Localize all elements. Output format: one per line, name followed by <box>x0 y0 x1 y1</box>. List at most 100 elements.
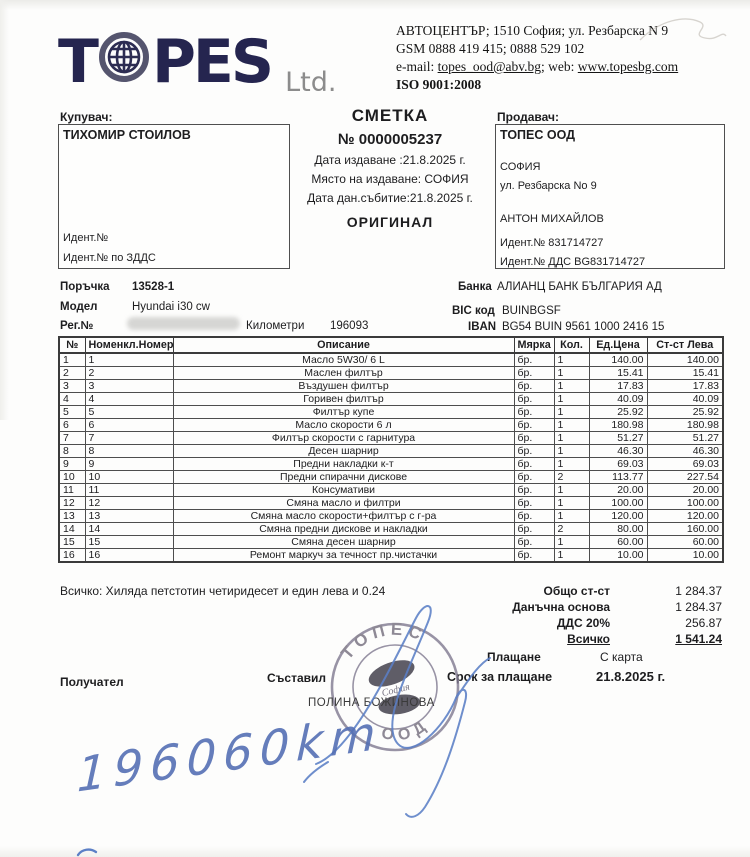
buyer-vat-label: Идент.№ по ЗДДС <box>63 252 156 264</box>
buyer-box: ТИХОМИР СТОИЛОВ Идент.№ Идент.№ по ЗДДС <box>58 124 290 269</box>
company-contact-block: АВТОЦЕНТЪР; 1510 София; ул. Резбарска N … <box>396 22 744 94</box>
cell-row-number: 14 <box>58 522 86 536</box>
odometer-label: Километри <box>246 320 305 332</box>
recipient-label: Получател <box>60 675 124 689</box>
cell-unit: бр. <box>513 548 555 563</box>
subtotal-label: Общо ст-ст <box>543 584 610 598</box>
document-title: СМЕТКА <box>351 106 429 125</box>
column-header: Кол. <box>553 336 590 354</box>
table-row: 11 11 Консумативи бр. 1 20.00 20.00 <box>58 483 724 497</box>
cell-line-total: 60.00 <box>646 535 724 549</box>
bic-value: BUINBGSF <box>502 305 561 317</box>
cell-line-total: 40.09 <box>646 392 724 406</box>
cell-nomenclature: 5 <box>84 405 174 419</box>
cell-line-total: 25.92 <box>646 405 724 419</box>
logo-letter-t: T <box>58 27 99 97</box>
items-body: 1 1 Масло 5W30/ 6 L бр. 1 140.00 140.00 … <box>58 352 724 563</box>
logo-wordmark: T PES <box>58 27 274 97</box>
cell-nomenclature: 7 <box>84 431 174 445</box>
cell-line-total: 160.00 <box>646 522 724 536</box>
contact-address-line: АВТОЦЕНТЪР; 1510 София; ул. Резбарска N … <box>396 23 669 38</box>
table-row: 16 16 Ремонт маркуч за течност пр.чистач… <box>58 548 724 563</box>
table-row: 3 3 Въздушен филтър бр. 1 17.83 17.83 <box>58 379 724 393</box>
cell-quantity: 1 <box>553 444 590 458</box>
cell-unit: бр. <box>513 509 555 523</box>
cell-description: Маслен филтър <box>172 366 515 380</box>
cell-unit-price: 40.09 <box>588 392 648 406</box>
items-header-row: № Номенкл.Номер Описание Мярка Кол. Ед.Цена Ст… <box>58 336 724 354</box>
cell-quantity: 1 <box>553 431 590 445</box>
cell-quantity: 1 <box>553 379 590 393</box>
cell-quantity: 2 <box>553 522 590 536</box>
cell-row-number: 10 <box>58 470 86 484</box>
cell-unit-price: 15.41 <box>588 366 648 380</box>
total-row-taxbase: Данъчна основа 1 284.37 <box>430 599 722 615</box>
seller-city: СОФИЯ <box>500 161 541 173</box>
cell-line-total: 46.30 <box>646 444 724 458</box>
table-row: 15 15 Смяна десен шарнир бр. 1 60.00 60.… <box>58 535 724 549</box>
taxbase-value: 1 284.37 <box>675 600 722 614</box>
cell-unit-price: 80.00 <box>588 522 648 536</box>
cell-line-total: 180.98 <box>646 418 724 432</box>
cell-nomenclature: 9 <box>84 457 174 471</box>
contact-email-line: e-mail: topes_ood@abv.bg; web: www.topes… <box>396 58 744 76</box>
tax-event-date: Дата дан.събитие:21.8.2025 г. <box>307 191 473 205</box>
cell-unit: бр. <box>513 405 555 419</box>
cell-line-total: 10.00 <box>646 548 724 563</box>
cell-nomenclature: 16 <box>84 548 174 563</box>
cell-quantity: 1 <box>553 509 590 523</box>
cell-quantity: 1 <box>553 392 590 406</box>
email-text: topes_ood@abv.bg <box>437 59 542 74</box>
cell-row-number: 7 <box>58 431 86 445</box>
cell-line-total: 120.00 <box>646 509 724 523</box>
logo-letters-pes: PES <box>151 27 274 97</box>
cell-unit: бр. <box>513 496 555 510</box>
buyer-section-label: Купувач: <box>60 110 113 124</box>
taxbase-label: Данъчна основа <box>512 600 610 614</box>
payment-label: Плащане <box>487 650 541 664</box>
cell-quantity: 2 <box>553 470 590 484</box>
issue-place: Място на издаване: СОФИЯ <box>311 172 469 186</box>
bic-label: BIC код <box>452 305 495 317</box>
contact-phone-line: GSM 0888 419 415; 0888 529 102 <box>396 41 585 56</box>
bank-name: АЛИАНЦ БАНК БЪЛГАРИЯ АД <box>497 281 662 293</box>
seller-section-label: Продавач: <box>497 110 559 124</box>
reg-number-redacted <box>127 317 240 330</box>
payment-due-date: 21.8.2025 г. <box>596 669 666 684</box>
reg-number-label: Рег.№ <box>60 320 94 332</box>
scan-edge-left <box>0 0 9 420</box>
cell-unit-price: 69.03 <box>588 457 648 471</box>
table-row: 14 14 Смяна предни дискове и накладки бр… <box>58 522 724 536</box>
table-row: 10 10 Предни спирачни дискове бр. 2 113.… <box>58 470 724 484</box>
total-row-grand: Всичко 1 541.24 <box>430 631 722 647</box>
cell-quantity: 1 <box>553 418 590 432</box>
cell-description: Консумативи <box>172 483 515 497</box>
cell-unit: бр. <box>513 431 555 445</box>
grand-total-value: 1 541.24 <box>675 632 722 646</box>
cell-unit-price: 17.83 <box>588 379 648 393</box>
cell-description: Ремонт маркуч за течност пр.чистачки <box>172 548 515 563</box>
cell-row-number: 1 <box>58 352 86 367</box>
cell-description: Смяна масло и филтри <box>172 496 515 510</box>
cell-description: Масло скорости 6 л <box>172 418 515 432</box>
table-row: 6 6 Масло скорости 6 л бр. 1 180.98 180.… <box>58 418 724 432</box>
seller-name: ТОПЕС ООД <box>500 128 576 142</box>
cell-description: Въздушен филтър <box>172 379 515 393</box>
cell-description: Предни накладки к-т <box>172 457 515 471</box>
cell-nomenclature: 8 <box>84 444 174 458</box>
document-number: № 0000005237 <box>337 131 443 148</box>
iban-label: IBAN <box>468 321 497 333</box>
table-row: 12 12 Смяна масло и филтри бр. 1 100.00 … <box>58 496 724 510</box>
seller-vat: Идент.№ ДДС BG831714727 <box>500 256 646 268</box>
cell-unit: бр. <box>513 522 555 536</box>
logo-suffix: Ltd. <box>285 67 337 98</box>
cell-row-number: 16 <box>58 548 86 563</box>
table-row: 5 5 Филтър купе бр. 1 25.92 25.92 <box>58 405 724 419</box>
cell-description: Масло 5W30/ 6 L <box>172 352 515 367</box>
grand-total-label: Всичко <box>567 632 610 646</box>
column-header: Описание <box>172 336 515 354</box>
company-logo: T PES Ltd. <box>58 20 358 104</box>
scan-edge-top <box>0 0 750 10</box>
cell-unit-price: 120.00 <box>588 509 648 523</box>
cell-nomenclature: 3 <box>84 379 174 393</box>
